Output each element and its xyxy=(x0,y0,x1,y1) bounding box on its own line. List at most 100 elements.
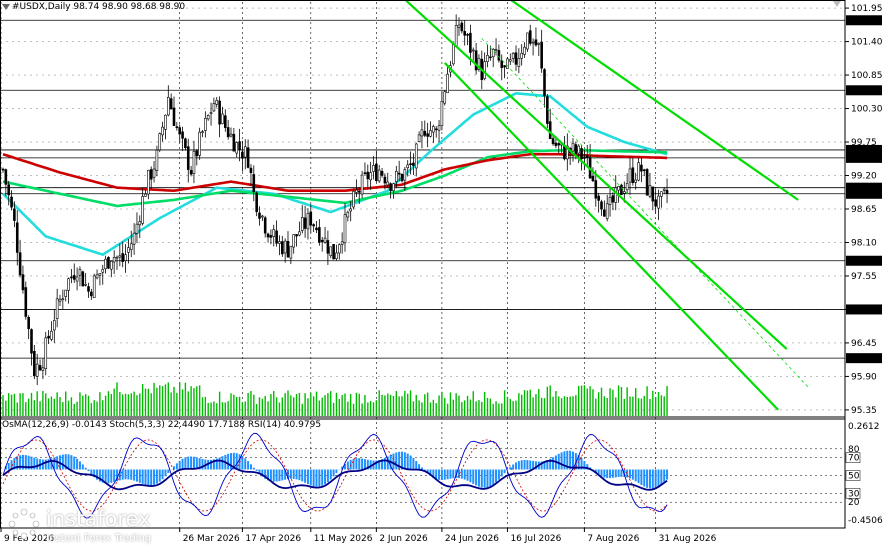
candle-body xyxy=(389,183,392,192)
indicator-title: OsMA(12,26,9) -0.0143 Stoch(5,3,3) 22.44… xyxy=(2,420,321,430)
candle-body xyxy=(50,330,53,340)
candle-body xyxy=(147,169,150,195)
candle-body xyxy=(429,130,432,137)
level-label: 96.20 xyxy=(850,354,876,364)
candle-body xyxy=(463,31,467,36)
candle-body xyxy=(110,261,113,270)
candle-body xyxy=(597,195,600,201)
level-label-box xyxy=(846,353,882,364)
level-label-box xyxy=(846,182,882,193)
candle-body xyxy=(651,186,655,202)
level-label-box xyxy=(846,255,882,266)
candle-body xyxy=(246,147,250,168)
level-label-box xyxy=(846,15,882,26)
x-tick-label: 2 Jun 2026 xyxy=(379,534,428,544)
shift-marker-icon xyxy=(833,1,841,7)
candle-body xyxy=(129,243,133,250)
candle-body xyxy=(212,103,216,112)
level-label-box xyxy=(846,304,882,315)
osc-level-label: 20 xyxy=(848,498,860,508)
channel-line xyxy=(443,62,779,411)
candle-body xyxy=(30,329,33,354)
candle-body xyxy=(72,275,76,280)
candle-body xyxy=(565,145,569,160)
candle-body xyxy=(67,278,70,291)
candle-body xyxy=(295,234,298,237)
candle-body xyxy=(497,50,501,61)
candle-body xyxy=(406,164,410,169)
candle-body xyxy=(517,58,521,67)
y-tick-label: 95.35 xyxy=(851,406,877,416)
candle-body xyxy=(52,320,56,331)
candle-body xyxy=(155,149,159,171)
candle-body xyxy=(409,163,412,166)
candle-body xyxy=(18,252,22,276)
level-label: 99.62 xyxy=(850,146,876,156)
instaforex-watermark: instaforex Instant Forex Trading xyxy=(4,505,182,545)
candle-body xyxy=(357,190,361,193)
candle-body xyxy=(383,176,387,184)
candle-body xyxy=(27,317,30,330)
candle-body xyxy=(121,253,124,262)
candle-body xyxy=(520,52,524,59)
candle-body xyxy=(526,32,529,50)
candle-body xyxy=(95,274,99,279)
candle-body xyxy=(537,42,541,45)
osc-level-box xyxy=(845,452,861,463)
osc-level-label: 80 xyxy=(848,445,860,455)
candle-body xyxy=(523,46,526,55)
candle-body xyxy=(546,96,549,124)
candle-body xyxy=(158,133,162,151)
x-tick-label: 17 Apr 2026 xyxy=(245,534,301,544)
y-tick-label: 96.45 xyxy=(851,339,877,349)
candle-body xyxy=(360,174,364,195)
candle-body xyxy=(218,100,221,125)
candle-body xyxy=(181,131,184,139)
candle-body xyxy=(303,217,307,229)
candle-body xyxy=(35,363,39,377)
candle-body xyxy=(229,133,233,137)
candle-body xyxy=(81,271,85,287)
candle-body xyxy=(255,192,258,213)
x-tick-label: 24 Jun 2026 xyxy=(445,534,499,544)
candle-body xyxy=(206,115,210,120)
candle-body xyxy=(41,367,45,371)
candle-body xyxy=(337,244,341,254)
instaforex-logo-icon xyxy=(8,508,40,540)
candle-body xyxy=(432,126,435,133)
candle-body xyxy=(221,113,224,124)
y-tick-label: 99.75 xyxy=(851,138,877,148)
candle-body xyxy=(548,121,552,139)
candle-body xyxy=(506,58,509,69)
candle-body xyxy=(84,284,87,286)
candle-body xyxy=(471,49,475,52)
candle-body xyxy=(503,65,506,68)
candle-body xyxy=(437,125,441,131)
candle-body xyxy=(571,142,575,152)
candle-body xyxy=(172,107,176,126)
x-tick-label: 31 Aug 2026 xyxy=(659,534,717,544)
candle-body xyxy=(1,168,5,171)
symbol-line: #USDX,Daily 98.74 98.90 98.68 98.90 xyxy=(12,2,186,12)
candle-body xyxy=(10,196,13,208)
candle-body xyxy=(192,151,196,174)
candle-body xyxy=(577,145,581,154)
candle-body xyxy=(189,170,193,175)
candle-body xyxy=(13,208,16,221)
candle-body xyxy=(557,143,561,146)
volume-bars xyxy=(2,382,668,416)
osc-min-label: -0.4506 xyxy=(848,516,883,526)
candle-body xyxy=(349,208,353,212)
candle-body xyxy=(107,257,110,269)
candle-body xyxy=(486,54,489,62)
osc-level-label: 30 xyxy=(848,489,860,499)
channel-line xyxy=(403,0,788,350)
stoch-main-line xyxy=(2,432,668,519)
candle-body xyxy=(648,185,652,197)
candle-body xyxy=(306,213,310,230)
candle-body xyxy=(329,246,333,257)
candle-body xyxy=(332,244,335,260)
candle-body xyxy=(24,287,28,317)
